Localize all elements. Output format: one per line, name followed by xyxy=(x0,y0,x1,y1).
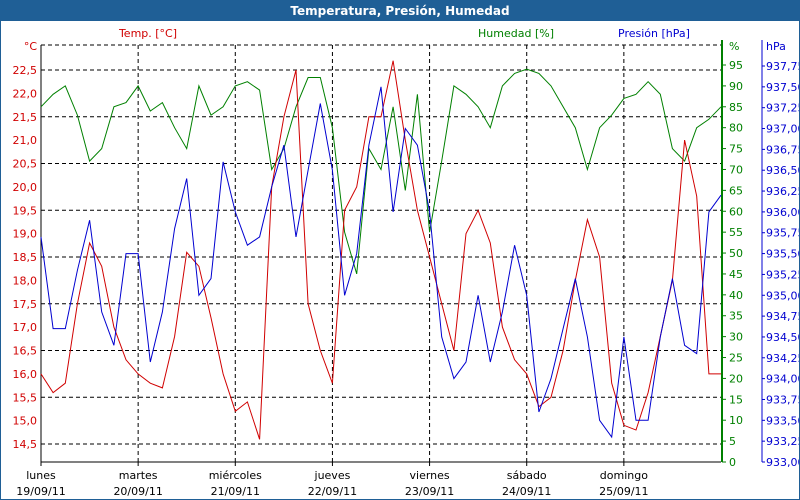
chart-title: Temperatura, Presión, Humedad xyxy=(1,1,799,21)
x-date-label: 22/09/11 xyxy=(308,485,357,498)
x-day-label: domingo xyxy=(600,469,648,482)
temp-tick-label: 19,0 xyxy=(13,228,38,241)
pressure-tick-label: 933,00 xyxy=(766,456,799,469)
pressure-tick-label: 933,75 xyxy=(766,393,799,406)
humidity-tick-label: 25 xyxy=(729,352,743,365)
humidity-tick-label: 35 xyxy=(729,310,743,323)
temp-tick-label: 16,0 xyxy=(13,368,38,381)
humidity-tick-label: 90 xyxy=(729,80,743,93)
humidity-tick-label: 50 xyxy=(729,247,743,260)
temp-tick-label: 16,5 xyxy=(13,345,38,358)
series-line-temp xyxy=(40,60,721,440)
pressure-tick-label: 937,50 xyxy=(766,81,799,94)
humidity-series-label: Humedad [%] xyxy=(478,27,554,40)
x-day-label: lunes xyxy=(26,469,56,482)
x-date-label: 24/09/11 xyxy=(502,485,551,498)
temp-tick-label: 20,0 xyxy=(13,181,38,194)
humidity-tick-label: 40 xyxy=(729,289,743,302)
pressure-tick-label: 936,50 xyxy=(766,164,799,177)
x-day-label: viernes xyxy=(410,469,450,482)
temp-tick-label: 15,5 xyxy=(13,391,38,404)
pressure-unit-label: hPa xyxy=(766,40,786,53)
humidity-tick-label: 5 xyxy=(729,435,736,448)
humidity-tick-label: 0 xyxy=(729,456,736,469)
temp-unit-label: °C xyxy=(24,40,38,53)
temp-tick-label: 17,0 xyxy=(13,321,38,334)
x-date-label: 25/09/11 xyxy=(599,485,648,498)
temp-tick-label: 18,5 xyxy=(13,251,38,264)
temp-tick-label: 22,0 xyxy=(13,87,38,100)
pressure-tick-label: 935,00 xyxy=(766,289,799,302)
x-day-label: miércoles xyxy=(209,469,262,482)
x-day-label: jueves xyxy=(314,469,351,482)
humidity-tick-label: 20 xyxy=(729,372,743,385)
temp-tick-label: 22,5 xyxy=(13,64,38,77)
temp-series-label: Temp. [°C] xyxy=(118,27,177,40)
humidity-tick-label: 85 xyxy=(729,101,743,114)
pressure-tick-label: 937,75 xyxy=(766,60,799,73)
x-date-label: 21/09/11 xyxy=(211,485,260,498)
humidity-tick-label: 65 xyxy=(729,184,743,197)
pressure-tick-label: 933,25 xyxy=(766,435,799,448)
humidity-tick-label: 70 xyxy=(729,163,743,176)
temp-tick-label: 17,5 xyxy=(13,298,38,311)
pressure-tick-label: 937,00 xyxy=(766,123,799,136)
humidity-tick-label: 10 xyxy=(729,414,743,427)
temp-tick-label: 14,5 xyxy=(13,438,38,451)
temp-tick-label: 18,0 xyxy=(13,274,38,287)
humidity-tick-label: 75 xyxy=(729,143,743,156)
pressure-tick-label: 934,00 xyxy=(766,373,799,386)
x-date-label: 23/09/11 xyxy=(405,485,454,498)
pressure-tick-label: 937,25 xyxy=(766,102,799,115)
pressure-tick-label: 936,25 xyxy=(766,185,799,198)
temp-tick-label: 21,0 xyxy=(13,134,38,147)
pressure-tick-label: 936,00 xyxy=(766,206,799,219)
pressure-tick-label: 935,75 xyxy=(766,227,799,240)
pressure-tick-label: 935,25 xyxy=(766,268,799,281)
humidity-unit-label: % xyxy=(729,40,739,53)
humidity-tick-label: 15 xyxy=(729,393,743,406)
humidity-tick-label: 80 xyxy=(729,122,743,135)
x-date-label: 19/09/11 xyxy=(16,485,65,498)
temp-tick-label: 15,0 xyxy=(13,415,38,428)
series-line-hum xyxy=(40,68,722,275)
temp-tick-label: 20,5 xyxy=(13,158,38,171)
pressure-tick-label: 935,50 xyxy=(766,248,799,261)
temp-tick-label: 19,5 xyxy=(13,204,38,217)
pressure-series-label: Presión [hPa] xyxy=(618,27,690,40)
humidity-tick-label: 30 xyxy=(729,331,743,344)
x-day-label: sábado xyxy=(507,469,547,482)
pressure-tick-label: 934,50 xyxy=(766,331,799,344)
humidity-tick-label: 55 xyxy=(729,226,743,239)
humidity-tick-label: 60 xyxy=(729,205,743,218)
pressure-tick-label: 934,25 xyxy=(766,352,799,365)
pressure-tick-label: 933,50 xyxy=(766,414,799,427)
pressure-tick-label: 934,75 xyxy=(766,310,799,323)
humidity-tick-label: 45 xyxy=(729,268,743,281)
x-day-label: martes xyxy=(119,469,158,482)
temp-tick-label: 21,5 xyxy=(13,111,38,124)
x-date-label: 20/09/11 xyxy=(113,485,162,498)
pressure-tick-label: 936,75 xyxy=(766,143,799,156)
humidity-tick-label: 95 xyxy=(729,59,743,72)
series-line-pres xyxy=(40,86,722,439)
